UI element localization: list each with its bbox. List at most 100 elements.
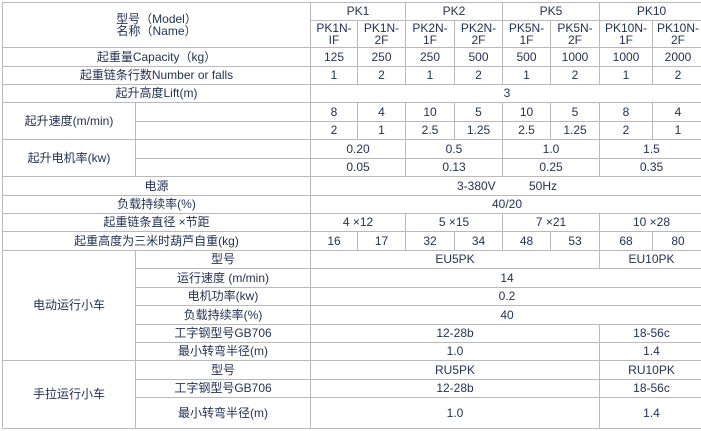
col-group-pk10: PK10 <box>598 1 701 22</box>
etrolley-power-label: 电机功率(kw) <box>135 286 311 307</box>
htrolley-model-value-3: RU10PK <box>598 360 701 380</box>
etrolley-speed-label: 运行速度 (m/min) <box>135 268 311 288</box>
etrolley-duty-label: 负载持续率(%) <box>135 305 311 325</box>
chain-size-label: 起重链条直径 ×节距 <box>2 213 311 233</box>
htrolley-model-value-2: RU5PK <box>310 360 600 380</box>
capacity-value-1: 125 <box>310 47 358 67</box>
self-weight-value-6: 53 <box>550 231 600 251</box>
lift-speed-a-value-6: 10 <box>502 102 551 122</box>
etrolley-model-label: 型号 <box>135 249 311 270</box>
etrolley-model-value-2: EU5PK <box>310 249 600 270</box>
row-htrolley-beam: 工字钢型号GB706 12-28b 18-56c <box>3 378 701 399</box>
etrolley-model-value-3: EU10PK <box>598 249 701 270</box>
etrolley-radius-value-2: 1.4 <box>598 341 701 362</box>
col-group-pk1: PK1 <box>310 1 406 22</box>
htrolley-radius-label: 最小转弯半径(m) <box>135 397 311 429</box>
lift-motor-spacer-a <box>135 139 311 159</box>
row-etrolley-power: 电机功率(kw) 0.2 <box>3 286 701 307</box>
etrolley-beam-value-1: 12-28b <box>310 323 600 343</box>
capacity-label: 起重量Capacity（kg） <box>2 47 311 67</box>
etrolley-radius-value-1: 1.0 <box>310 341 600 362</box>
self-weight-value-4: 34 <box>454 231 503 251</box>
capacity-value-7: 1000 <box>599 47 653 67</box>
lift-motor-a-value-2: 0.20 <box>310 139 406 159</box>
lift-motor-b-value-3: 0.25 <box>502 157 600 178</box>
lift-speed-a-value-8: 8 <box>599 102 653 122</box>
lift-speed-label: 起升速度(m/min) <box>2 102 136 141</box>
row-capacity: 起重量Capacity（kg） 125 250 250 500 500 1000 1000 20… <box>2 47 701 67</box>
duty-cycle-value: 40/20 <box>309 194 701 215</box>
row-etrolley-model: 电动运行小车 型号 EU5PK EU10PK <box>2 249 701 362</box>
self-weight-value-8: 80 <box>651 231 701 251</box>
row-lift-motor-a: 起升电机率(kw) 0.20 0.5 1.0 1.5 <box>2 139 701 178</box>
lift-motor-spacer-b <box>135 157 311 178</box>
lift-speed-a-value-4: 10 <box>405 102 455 122</box>
model-sub-value-1: PK1N-2F <box>357 20 406 49</box>
model-sub-value-6: PK10N-1F <box>599 20 653 49</box>
htrolley-beam-label: 工字钢型号GB706 <box>135 378 311 399</box>
chain-size-value-3: 7 ×21 <box>502 213 600 233</box>
etrolley-radius-label: 最小转弯半径(m) <box>135 341 311 362</box>
etrolley-beam-label: 工字钢型号GB706 <box>135 323 311 343</box>
col-group-pk2: PK2 <box>405 1 503 22</box>
lift-motor-label: 起升电机率(kw) <box>2 139 136 178</box>
htrolley-beam-value-2: 18-56c <box>598 378 701 399</box>
falls-value-5: 1 <box>502 65 551 86</box>
row-lift-speed-b: 2 1 2.5 1.25 2.5 1.25 2 1 <box>3 120 701 141</box>
capacity-value-4: 500 <box>454 47 503 67</box>
model-name-header: 型号（Model） 名称（Name） <box>2 1 311 49</box>
lift-speed-a-value-2: 8 <box>310 102 358 122</box>
self-weight-value-5: 48 <box>502 231 551 251</box>
lift-label: 起升高度Lift(m) <box>2 84 311 104</box>
htrolley-beam-value-1: 12-28b <box>310 378 600 399</box>
lift-speed-b-value-8: 1 <box>651 120 701 141</box>
lift-motor-a-value-5: 1.5 <box>598 139 701 159</box>
lift-motor-a-value-4: 1.0 <box>502 139 600 159</box>
duty-cycle-label: 负载持续率(%) <box>2 194 311 215</box>
lift-speed-b-value-7: 2 <box>599 120 653 141</box>
power-supply-label: 电源 <box>2 176 311 196</box>
htrolley-group-label: 手拉运行小车 <box>2 360 136 429</box>
row-htrolley-model: 手拉运行小车 型号 RU5PK RU10PK <box>2 360 701 429</box>
lift-value: 3 <box>309 84 701 104</box>
lift-speed-spacer-b <box>135 120 311 141</box>
lift-motor-b-value-4: 0.35 <box>598 157 701 178</box>
model-sub-value-3: PK2N-2F <box>454 20 503 49</box>
row-lift-motor-b: 0.05 0.13 0.25 0.35 <box>3 157 701 178</box>
falls-value-7: 1 <box>599 65 653 86</box>
chain-size-value-2: 5 ×15 <box>405 213 503 233</box>
row-etrolley-speed: 运行速度 (m/min) 14 <box>3 268 701 288</box>
row-model-group: 型号（Model） 名称（Name） PK1 PK2 PK5 PK10 <box>2 1 701 49</box>
row-duty-cycle: 负载持续率(%) 40/20 <box>2 194 701 215</box>
falls-label: 起重链条行数Number or falls <box>2 65 311 86</box>
self-weight-label: 起重高度为三米时葫芦自重(kg) <box>2 231 311 251</box>
falls-value-2: 2 <box>357 65 406 86</box>
row-etrolley-duty: 负载持续率(%) 40 <box>3 305 701 325</box>
model-sub-value-0: PK1N-IF <box>310 20 358 49</box>
etrolley-power-value: 0.2 <box>309 286 701 307</box>
falls-value-1: 1 <box>310 65 358 86</box>
self-weight-value-3: 32 <box>405 231 455 251</box>
col-group-pk5: PK5 <box>502 1 600 22</box>
capacity-value-3: 250 <box>405 47 455 67</box>
lift-speed-b-value-2: 1 <box>357 120 406 141</box>
capacity-value-8: 2000 <box>651 47 701 67</box>
capacity-value-2: 250 <box>357 47 406 67</box>
htrolley-radius-value-2: 1.4 <box>598 397 701 429</box>
htrolley-model-label: 型号 <box>135 360 311 380</box>
row-falls: 起重链条行数Number or falls 1 2 1 2 1 2 1 2 <box>2 65 701 86</box>
row-etrolley-radius: 最小转弯半径(m) 1.0 1.4 <box>3 341 701 362</box>
row-chain-size: 起重链条直径 ×节距 4 ×12 5 ×15 7 ×21 10 ×28 <box>2 213 701 233</box>
lift-speed-b-value-4: 1.25 <box>454 120 503 141</box>
lift-motor-b-value-1: 0.05 <box>310 157 406 178</box>
capacity-value-6: 1000 <box>550 47 600 67</box>
model-sub-value-4: PK5N-1F <box>502 20 551 49</box>
power-supply-value: 3-380V 50Hz <box>309 176 701 196</box>
self-weight-value-1: 16 <box>310 231 358 251</box>
falls-value-8: 2 <box>651 65 701 86</box>
falls-value-3: 1 <box>405 65 455 86</box>
lift-speed-a-value-5: 5 <box>454 102 503 122</box>
capacity-value-5: 500 <box>502 47 551 67</box>
